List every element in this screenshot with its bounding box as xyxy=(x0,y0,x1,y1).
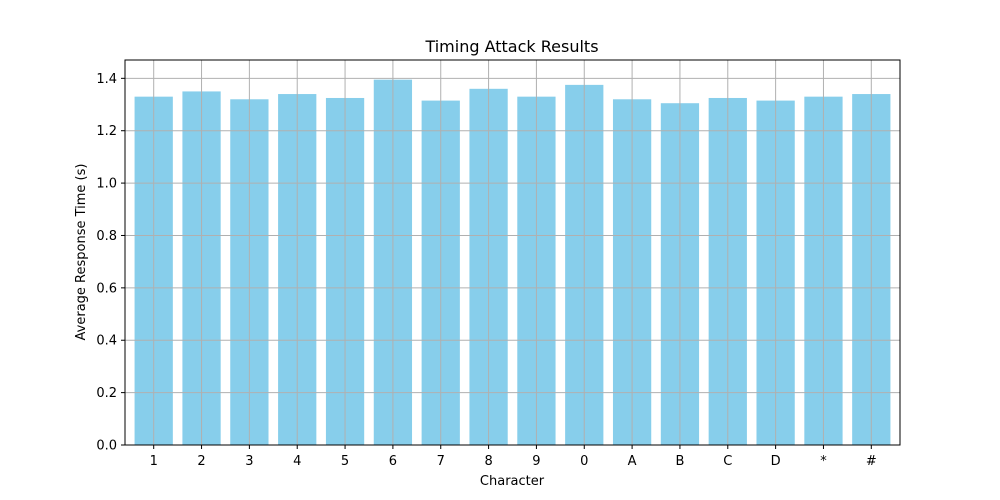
plot-frame xyxy=(124,59,901,446)
y-axis-label: Average Response Time (s) xyxy=(74,164,89,341)
x-tick-label-8: 9 xyxy=(532,454,540,469)
y-tick-label-7: 1.4 xyxy=(96,72,117,87)
x-tick-label-11: B xyxy=(675,454,684,469)
axes-layer: 0.0 0.2 0.4 0.6 0.8 1.0 1.2 1.4 1 2 3 4 5 6 7 8 9 0 A B C D * # xyxy=(96,59,901,469)
x-tick-label-14: * xyxy=(820,454,827,469)
x-tick-label-7: 8 xyxy=(484,454,492,469)
x-tick-label-3: 4 xyxy=(293,454,301,469)
x-tick-label-5: 6 xyxy=(389,454,397,469)
y-tick-label-0: 0.0 xyxy=(96,439,117,454)
grid-layer xyxy=(125,60,900,446)
x-tick-label-15: # xyxy=(866,454,877,469)
y-tick-label-3: 0.6 xyxy=(96,281,117,296)
x-axis-label: Character xyxy=(480,474,545,489)
x-tick-label-1: 2 xyxy=(197,454,205,469)
bars-layer xyxy=(134,79,891,446)
y-tick-label-2: 0.4 xyxy=(96,334,117,349)
y-tick-label-6: 1.2 xyxy=(96,124,117,139)
x-tick-label-2: 3 xyxy=(245,454,253,469)
x-tick-label-10: A xyxy=(628,454,637,469)
x-tick-label-0: 1 xyxy=(150,454,158,469)
x-tick-label-4: 5 xyxy=(341,454,349,469)
y-tick-label-1: 0.2 xyxy=(96,386,117,401)
x-tick-label-12: C xyxy=(723,454,732,469)
chart-title: Timing Attack Results xyxy=(424,37,598,56)
x-tick-label-9: 0 xyxy=(580,454,588,469)
y-tick-label-4: 0.8 xyxy=(96,229,117,244)
x-tick-label-6: 7 xyxy=(437,454,445,469)
x-tick-label-13: D xyxy=(771,454,781,469)
y-tick-label-5: 1.0 xyxy=(96,177,117,192)
